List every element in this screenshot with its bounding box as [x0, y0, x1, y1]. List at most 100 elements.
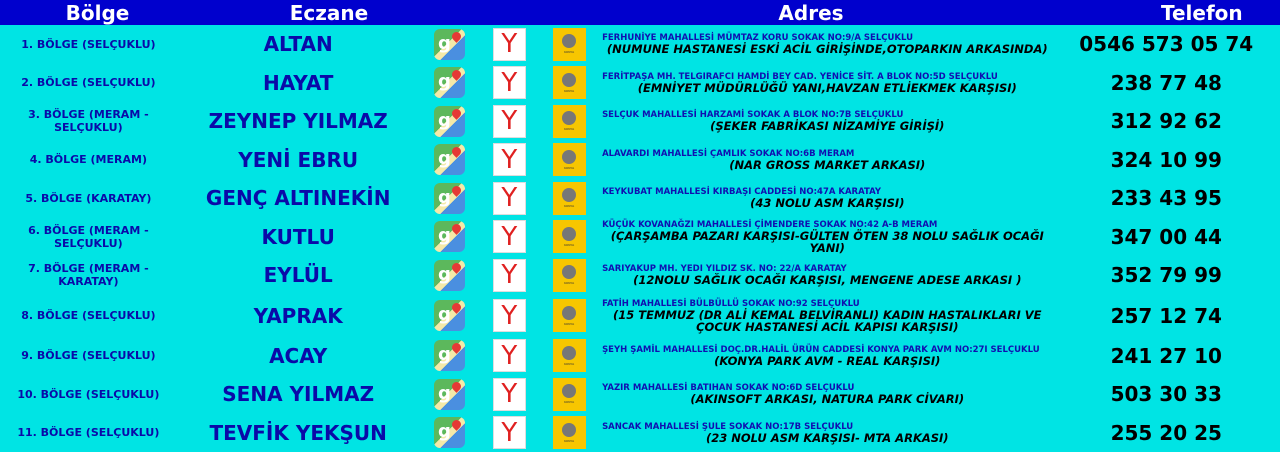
google-maps-button[interactable]: g [420, 417, 480, 448]
pharmacy-name: ZEYNEP YILMAZ [177, 109, 420, 133]
belediye-map-button[interactable]: KONYA [539, 378, 599, 411]
address-cell: SANCAK MAHALLESİ ŞULE SOKAK NO:17B SELÇU… [599, 422, 1052, 444]
table-row: 10. BÖLGE (SELÇUKLU) SENA YILMAZ g Y KON… [0, 375, 1280, 414]
phone-number: 0546 573 05 74 [1053, 32, 1280, 56]
belediye-map-button[interactable]: KONYA [539, 28, 599, 61]
google-maps-button[interactable]: g [420, 67, 480, 98]
yandex-maps-button[interactable]: Y [479, 182, 539, 215]
table-header: Bölge Eczane Adres Telefon [0, 0, 1280, 25]
yandex-maps-button[interactable]: Y [479, 220, 539, 253]
yandex-icon: Y [493, 182, 526, 215]
region-label: 9. BÖLGE (SELÇUKLU) [0, 349, 177, 362]
address-cell: SELÇUK MAHALLESİ HARZAMİ SOKAK A BLOK NO… [599, 110, 1052, 132]
konya-buyuksehir-logo: KONYA [553, 378, 586, 411]
belediye-map-button[interactable]: KONYA [539, 259, 599, 292]
google-maps-button[interactable]: g [420, 144, 480, 175]
phone-number: 324 10 99 [1053, 148, 1280, 172]
konya-buyuksehir-logo: KONYA [553, 143, 586, 176]
address-directions: (AKINSOFT ARKASI, NATURA PARK CİVARI) [602, 393, 1052, 405]
address-cell: KÜÇÜK KOVANAĞZI MAHALLESİ ÇİMENDERE SOKA… [599, 220, 1052, 254]
address-directions: (ŞEKER FABRİKASI NİZAMİYE GİRİŞİ) [602, 120, 1052, 132]
header-telefon: Telefon [1161, 1, 1280, 25]
header-adres: Adres [661, 1, 961, 25]
konya-buyuksehir-logo: KONYA [553, 66, 586, 99]
yandex-maps-button[interactable]: Y [479, 378, 539, 411]
header-bolge: Bölge [0, 1, 195, 25]
address-directions: (43 NOLU ASM KARŞISI) [602, 197, 1052, 209]
google-maps-button[interactable]: g [420, 183, 480, 214]
yandex-maps-button[interactable]: Y [479, 299, 539, 332]
yandex-maps-button[interactable]: Y [479, 143, 539, 176]
google-maps-button[interactable]: g [420, 106, 480, 137]
address-cell: FERHUNİYE MAHALLESİ MÜMTAZ KORU SOKAK NO… [599, 33, 1052, 55]
region-label: 5. BÖLGE (KARATAY) [0, 192, 177, 205]
yandex-icon: Y [493, 378, 526, 411]
table-row: 4. BÖLGE (MERAM) YENİ EBRU g Y KONYA ALA… [0, 141, 1280, 180]
yandex-icon: Y [493, 28, 526, 61]
google-maps-button[interactable]: g [420, 29, 480, 60]
yandex-icon: Y [493, 143, 526, 176]
address-cell: YAZIR MAHALLESİ BATIHAN SOKAK NO:6D SELÇ… [599, 383, 1052, 405]
google-maps-button[interactable]: g [420, 340, 480, 371]
google-maps-button[interactable]: g [420, 260, 480, 291]
yandex-maps-button[interactable]: Y [479, 259, 539, 292]
region-label: 7. BÖLGE (MERAM - KARATAY) [0, 262, 177, 288]
yandex-maps-button[interactable]: Y [479, 105, 539, 138]
konya-buyuksehir-logo: KONYA [553, 28, 586, 61]
belediye-map-button[interactable]: KONYA [539, 182, 599, 215]
region-label: 11. BÖLGE (SELÇUKLU) [0, 426, 177, 439]
region-label: 1. BÖLGE (SELÇUKLU) [0, 38, 177, 51]
yandex-icon: Y [493, 299, 526, 332]
google-maps-button[interactable]: g [420, 300, 480, 331]
belediye-map-button[interactable]: KONYA [539, 299, 599, 332]
belediye-map-button[interactable]: KONYA [539, 416, 599, 449]
belediye-map-button[interactable]: KONYA [539, 143, 599, 176]
address-directions: (12NOLU SAĞLIK OCAĞI KARŞISI, MENGENE AD… [602, 274, 1052, 286]
google-maps-icon: g [434, 183, 465, 214]
yandex-icon: Y [493, 220, 526, 253]
belediye-map-button[interactable]: KONYA [539, 105, 599, 138]
pharmacy-name: EYLÜL [177, 263, 420, 287]
region-label: 8. BÖLGE (SELÇUKLU) [0, 309, 177, 322]
google-maps-icon: g [434, 260, 465, 291]
pharmacy-name: TEVFİK YEKŞUN [177, 421, 420, 445]
table-row: 1. BÖLGE (SELÇUKLU) ALTAN g Y KONYA FERH… [0, 25, 1280, 64]
address-cell: ŞEYH ŞAMİL MAHALLESİ DOÇ.DR.HALİL ÜRÜN C… [599, 345, 1052, 367]
belediye-map-button[interactable]: KONYA [539, 66, 599, 99]
pharmacy-name: SENA YILMAZ [177, 382, 420, 406]
yandex-maps-button[interactable]: Y [479, 66, 539, 99]
google-maps-button[interactable]: g [420, 221, 480, 252]
google-maps-button[interactable]: g [420, 379, 480, 410]
yandex-maps-button[interactable]: Y [479, 416, 539, 449]
yandex-icon: Y [493, 416, 526, 449]
yandex-icon: Y [493, 105, 526, 138]
phone-number: 241 27 10 [1053, 344, 1280, 368]
region-label: 10. BÖLGE (SELÇUKLU) [0, 388, 177, 401]
address-directions: (15 TEMMUZ (DR ALİ KEMAL BELVİRANLI) KAD… [602, 309, 1052, 333]
phone-number: 503 30 33 [1053, 382, 1280, 406]
belediye-map-button[interactable]: KONYA [539, 339, 599, 372]
pharmacy-name: ACAY [177, 344, 420, 368]
yandex-maps-button[interactable]: Y [479, 28, 539, 61]
header-eczane: Eczane [195, 1, 463, 25]
konya-buyuksehir-logo: KONYA [553, 105, 586, 138]
google-maps-icon: g [434, 379, 465, 410]
table-row: 3. BÖLGE (MERAM - SELÇUKLU) ZEYNEP YILMA… [0, 102, 1280, 141]
address-directions: (EMNİYET MÜDÜRLÜĞÜ YANI,HAVZAN ETLİEKMEK… [602, 82, 1052, 94]
belediye-map-button[interactable]: KONYA [539, 220, 599, 253]
konya-buyuksehir-logo: KONYA [553, 299, 586, 332]
yandex-maps-button[interactable]: Y [479, 339, 539, 372]
yandex-icon: Y [493, 259, 526, 292]
region-label: 6. BÖLGE (MERAM - SELÇUKLU) [0, 224, 177, 250]
table-row: 8. BÖLGE (SELÇUKLU) YAPRAK g Y KONYA FAT… [0, 295, 1280, 337]
phone-number: 238 77 48 [1053, 71, 1280, 95]
address-cell: KEYKUBAT MAHALLESİ KIRBAŞI CADDESİ NO:47… [599, 187, 1052, 209]
pharmacy-name: GENÇ ALTINEKİN [177, 186, 420, 210]
google-maps-icon: g [434, 144, 465, 175]
konya-buyuksehir-logo: KONYA [553, 220, 586, 253]
google-maps-icon: g [434, 29, 465, 60]
address-cell: SARIYAKUP MH. YEDI YILDIZ SK. NO: 22/A K… [599, 264, 1052, 286]
address-cell: ALAVARDI MAHALLESİ ÇAMLIK SOKAK NO:6B ME… [599, 149, 1052, 171]
phone-number: 347 00 44 [1053, 225, 1280, 249]
table-row: 7. BÖLGE (MERAM - KARATAY) EYLÜL g Y KON… [0, 256, 1280, 295]
